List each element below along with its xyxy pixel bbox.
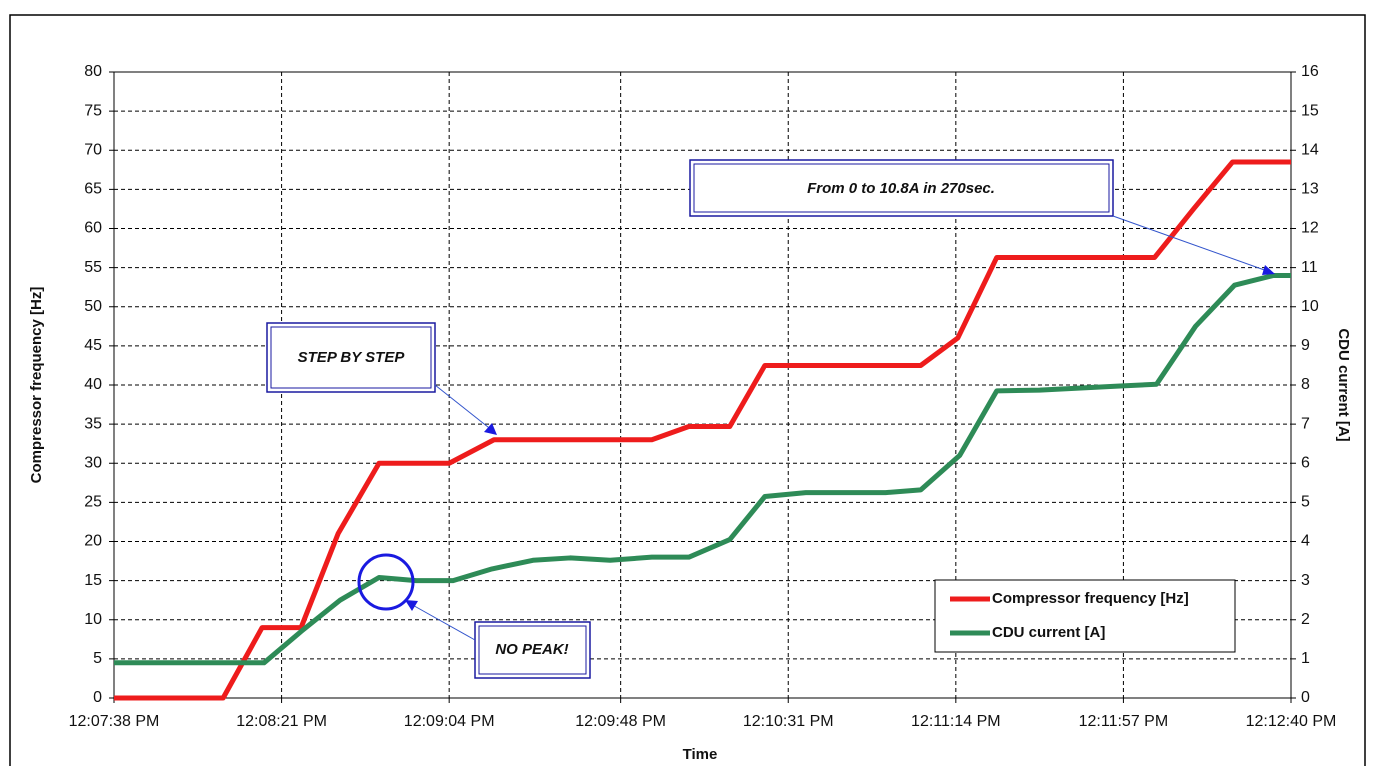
y2-tick-label: 16 <box>1301 63 1319 80</box>
annotation-text: NO PEAK! <box>495 641 568 658</box>
series-line <box>114 159 1291 701</box>
frame <box>9 14 1366 766</box>
plot-border <box>113 71 1292 699</box>
y2-tick-label: 10 <box>1301 298 1319 315</box>
y-tick-label: 65 <box>84 181 102 198</box>
lines <box>114 159 1291 701</box>
y2-tick-label: 9 <box>1301 337 1310 354</box>
y2-tick-label: 13 <box>1301 181 1319 198</box>
y2-tick-label: 7 <box>1301 415 1310 432</box>
y-tick-label: 70 <box>84 141 102 158</box>
y-tick-label: 0 <box>93 689 102 706</box>
y2-tick-label: 14 <box>1301 141 1319 158</box>
legend-box <box>934 579 1236 653</box>
annotation-text: STEP BY STEP <box>298 349 406 366</box>
annotation-text: From 0 to 10.8A in 270sec. <box>807 180 995 197</box>
y-tick-label: 10 <box>84 611 102 628</box>
y2-tick-label: 11 <box>1301 259 1318 276</box>
x-tick-label: 12:11:14 PM <box>911 713 1001 730</box>
x-tick-label: 12:09:04 PM <box>404 713 495 730</box>
y-tick-label: 40 <box>84 376 102 393</box>
y-tick-label: 15 <box>84 572 102 589</box>
legend-label: Compressor frequency [Hz] <box>992 590 1189 607</box>
legend: Compressor frequency [Hz] CDU current [A] <box>934 579 1236 653</box>
x-axis-label: Time <box>683 746 718 763</box>
y-tick-label: 20 <box>84 533 102 550</box>
y2-tick-label: 1 <box>1301 650 1310 667</box>
x-tick-label: 12:09:48 PM <box>575 713 666 730</box>
x-tick-label: 12:10:31 PM <box>743 713 834 730</box>
y2-tick-label: 6 <box>1301 454 1310 471</box>
x-tick-label: 12:08:21 PM <box>236 713 327 730</box>
y2-tick-label: 8 <box>1301 376 1310 393</box>
y-tick-label: 60 <box>84 220 102 237</box>
y2-tick-label: 15 <box>1301 102 1319 119</box>
y-tick-label: 25 <box>84 494 102 511</box>
y2-tick-label: 5 <box>1301 494 1310 511</box>
y-tick-label: 75 <box>84 102 102 119</box>
y-tick-label: 50 <box>84 298 102 315</box>
x-tick-label: 12:07:38 PM <box>69 713 160 730</box>
y2-axis-label: CDU current [A] <box>1335 328 1352 441</box>
legend-label: CDU current [A] <box>992 624 1105 641</box>
y-tick-label: 45 <box>84 337 102 354</box>
y-axis-label: Compressor frequency [Hz] <box>28 287 45 484</box>
y2-tick-label: 0 <box>1301 689 1310 706</box>
y-tick-label: 55 <box>84 259 102 276</box>
y-tick-label: 30 <box>84 454 102 471</box>
annotation-step: STEP BY STEP <box>266 322 497 435</box>
y-tick-label: 35 <box>84 415 102 432</box>
series-line <box>114 272 1291 666</box>
y2-tick-label: 3 <box>1301 572 1310 589</box>
annotation-peak: NO PEAK! <box>357 553 591 679</box>
y-tick-label: 80 <box>84 63 102 80</box>
x-tick-label: 12:11:57 PM <box>1079 713 1169 730</box>
y-tick-label: 5 <box>93 650 102 667</box>
y2-tick-label: 2 <box>1301 611 1310 628</box>
y2-tick-label: 12 <box>1301 220 1319 237</box>
x-tick-label: 12:12:40 PM <box>1246 713 1337 730</box>
y2-tick-label: 4 <box>1301 533 1310 550</box>
annotation-current: From 0 to 10.8A in 270sec. <box>689 159 1275 275</box>
